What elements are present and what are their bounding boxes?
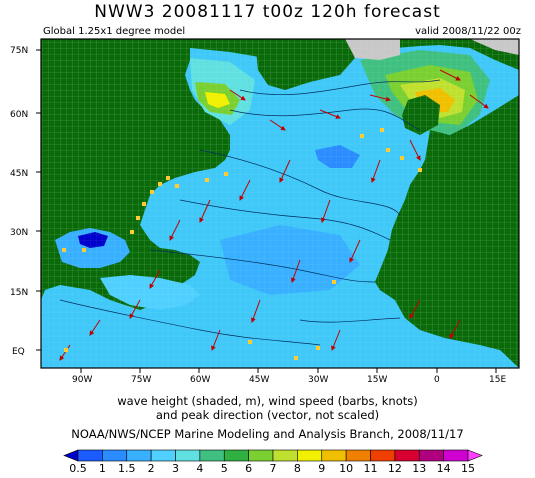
colorbar-tick-label: 2	[148, 462, 155, 475]
colorbar-segment	[150, 449, 176, 462]
chart-title: NWW3 20081117 t00z 120h forecast	[94, 2, 441, 22]
colorbar-segment	[321, 449, 347, 462]
colorbar-segment	[394, 449, 420, 462]
grid-overlay	[41, 39, 519, 368]
longitude-axis: 90W 75W 60W 45W 30W 15W 0 15E	[72, 368, 506, 385]
colorbar-segment	[248, 449, 274, 462]
lon-label-15w: 15W	[367, 375, 387, 385]
colorbar-segment	[223, 449, 249, 462]
lat-label-75n: 75N	[10, 46, 28, 56]
colorbar-segment	[77, 449, 103, 462]
model-resolution-label: Global 1.25x1 degree model	[43, 26, 186, 37]
lon-label-0: 0	[434, 375, 440, 385]
colorbar-tick-label: 10	[339, 462, 353, 475]
lat-label-45n: 45N	[10, 169, 28, 179]
lon-label-75w: 75W	[131, 375, 151, 385]
lat-label-60n: 60N	[10, 110, 28, 120]
colorbar-tick-label: 0.5	[69, 462, 87, 475]
latitude-axis: 75N 60N 45N 30N 15N EQ	[10, 46, 41, 357]
buoy-markers	[62, 128, 422, 360]
colorbar-tick-label: 15	[461, 462, 475, 475]
wave-contours	[59, 79, 441, 346]
colorbar-segment	[272, 449, 298, 462]
colorbar-low-end	[63, 449, 79, 462]
colorbar-tick-label: 7	[270, 462, 277, 475]
colorbar-tick-label: 12	[388, 462, 402, 475]
map-frame	[40, 38, 520, 369]
lat-label-eq: EQ	[12, 347, 25, 357]
wind-barbs	[59, 69, 489, 361]
colorbar-segment	[126, 449, 152, 462]
source-credit: NOAA/NWS/NCEP Marine Modeling and Analys…	[71, 427, 464, 441]
colorbar-high-end	[467, 449, 483, 462]
colorbar-segment	[443, 449, 469, 462]
caption-line-2: and peak direction (vector, not scaled)	[155, 408, 380, 422]
caption-line-1: wave height (shaded, m), wind speed (bar…	[117, 394, 418, 408]
colorbar-segment	[175, 449, 201, 462]
colorbar-segment	[370, 449, 396, 462]
lon-label-15e: 15E	[489, 375, 506, 385]
colorbar-tick-label: 1.5	[118, 462, 136, 475]
colorbar-segment	[102, 449, 128, 462]
colorbar-tick-label: 5	[221, 462, 228, 475]
colorbar-segment	[199, 449, 225, 462]
colorbar-tick-label: 1	[99, 462, 106, 475]
map-body	[41, 39, 519, 368]
colorbar-tick-label: 13	[412, 462, 426, 475]
lon-label-30w: 30W	[308, 375, 328, 385]
lat-label-30n: 30N	[10, 228, 28, 238]
lon-label-90w: 90W	[72, 375, 92, 385]
lon-label-45w: 45W	[249, 375, 269, 385]
colorbar-tick-label: 14	[437, 462, 451, 475]
lat-label-15n: 15N	[10, 288, 28, 298]
colorbar-tick-label: 3	[172, 462, 179, 475]
colorbar-segment	[297, 449, 323, 462]
wave-height-colorbar: 0.5 1 1.5 2 3 4 5 6 7 8 9 10 11 12 13 14 15	[63, 449, 483, 475]
colorbar-segment	[345, 449, 371, 462]
colorbar-segment	[418, 449, 444, 462]
colorbar-tick-label: 8	[294, 462, 301, 475]
valid-time-label: valid 2008/11/22 00z	[415, 26, 521, 37]
colorbar-tick-label: 9	[318, 462, 325, 475]
colorbar-tick-label: 6	[245, 462, 252, 475]
lon-label-60w: 60W	[190, 375, 210, 385]
colorbar-tick-label: 11	[364, 462, 378, 475]
colorbar-tick-label: 4	[196, 462, 203, 475]
